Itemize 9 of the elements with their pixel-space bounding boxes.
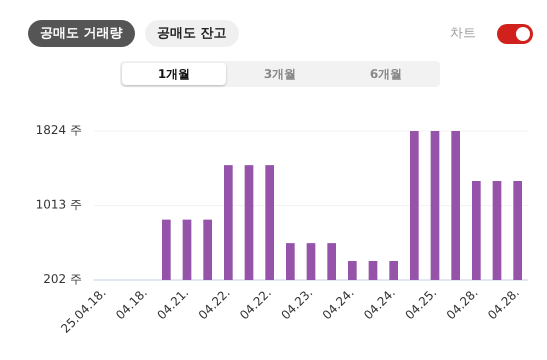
text: 공매도 잔고 — [145, 20, 239, 47]
text: 차트 — [450, 25, 476, 43]
y-tick-label: 1824 주 — [36, 123, 82, 138]
text: 3개월 — [262, 66, 298, 83]
y-tick-label: 1013 주 — [36, 198, 82, 212]
text: 공매도 거래량 — [28, 20, 135, 47]
text: 1개월 — [122, 63, 226, 85]
text: 6개월 — [368, 66, 404, 83]
y-tick-label: 202 주 — [43, 272, 82, 286]
